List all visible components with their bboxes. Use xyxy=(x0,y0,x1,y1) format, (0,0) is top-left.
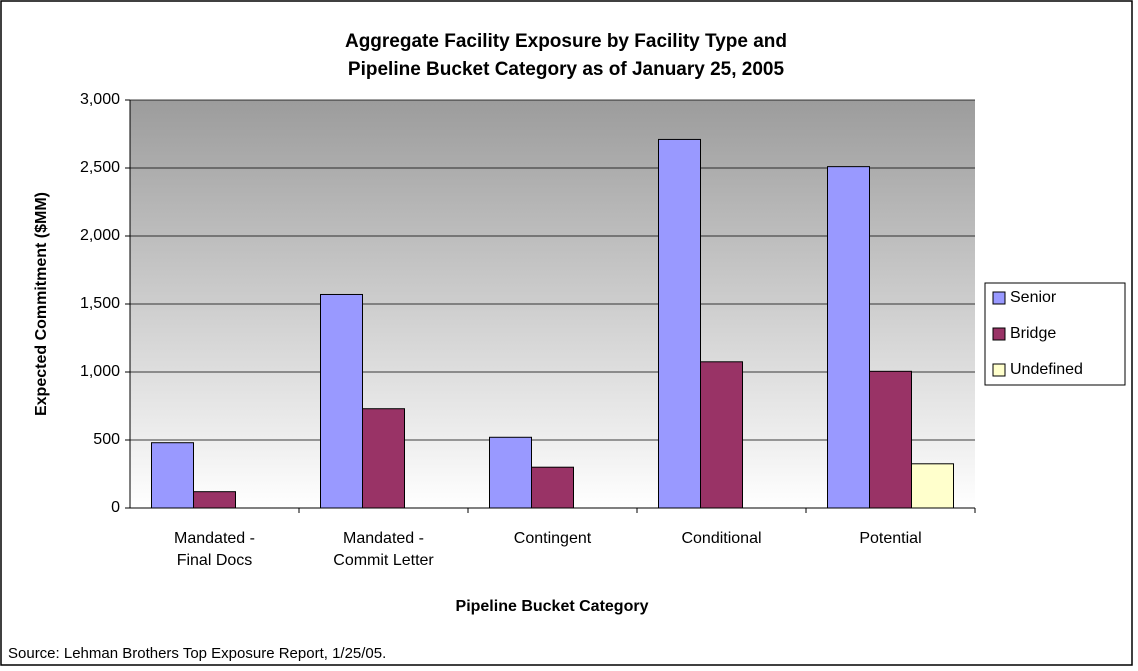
bar xyxy=(151,442,194,509)
legend-box xyxy=(984,282,1126,386)
bar xyxy=(531,466,574,509)
bar xyxy=(658,138,701,509)
y-tick-label: 3,000 xyxy=(80,91,120,108)
x-tick-label: Conditional xyxy=(681,530,762,547)
bar xyxy=(700,361,743,509)
x-tick-label: Contingent xyxy=(513,530,592,547)
x-tick-label: Mandated - Commit Letter xyxy=(333,530,434,569)
legend-swatch xyxy=(992,327,1006,341)
y-tick-label: 1,000 xyxy=(80,363,120,380)
y-tick-label: 0 xyxy=(111,499,120,516)
chart-title: Aggregate Facility Exposure by Facility … xyxy=(345,31,787,52)
bar xyxy=(320,293,363,509)
bar xyxy=(362,408,405,509)
bar xyxy=(193,491,236,509)
x-tick-label: Mandated - Final Docs xyxy=(174,530,255,569)
y-tick-label: 500 xyxy=(93,431,120,448)
y-tick-label: 1,500 xyxy=(80,295,120,312)
bar xyxy=(827,166,870,509)
legend-swatch xyxy=(992,291,1006,305)
legend-label: Undefined xyxy=(1010,361,1083,378)
legend-swatch xyxy=(992,363,1006,377)
bar xyxy=(911,463,954,509)
source-note: Source: Lehman Brothers Top Exposure Rep… xyxy=(8,645,386,662)
chart-title: Pipeline Bucket Category as of January 2… xyxy=(348,59,785,80)
x-tick-label: Potential xyxy=(859,530,922,547)
legend-label: Senior xyxy=(1010,289,1057,306)
y-axis-label: Expected Commitment ($MM) xyxy=(33,192,50,416)
y-tick-label: 2,500 xyxy=(80,159,120,176)
y-tick-label: 2,000 xyxy=(80,227,120,244)
bar xyxy=(489,436,532,509)
x-axis-label: Pipeline Bucket Category xyxy=(456,598,649,615)
bar xyxy=(869,370,912,509)
legend-label: Bridge xyxy=(1010,325,1056,342)
